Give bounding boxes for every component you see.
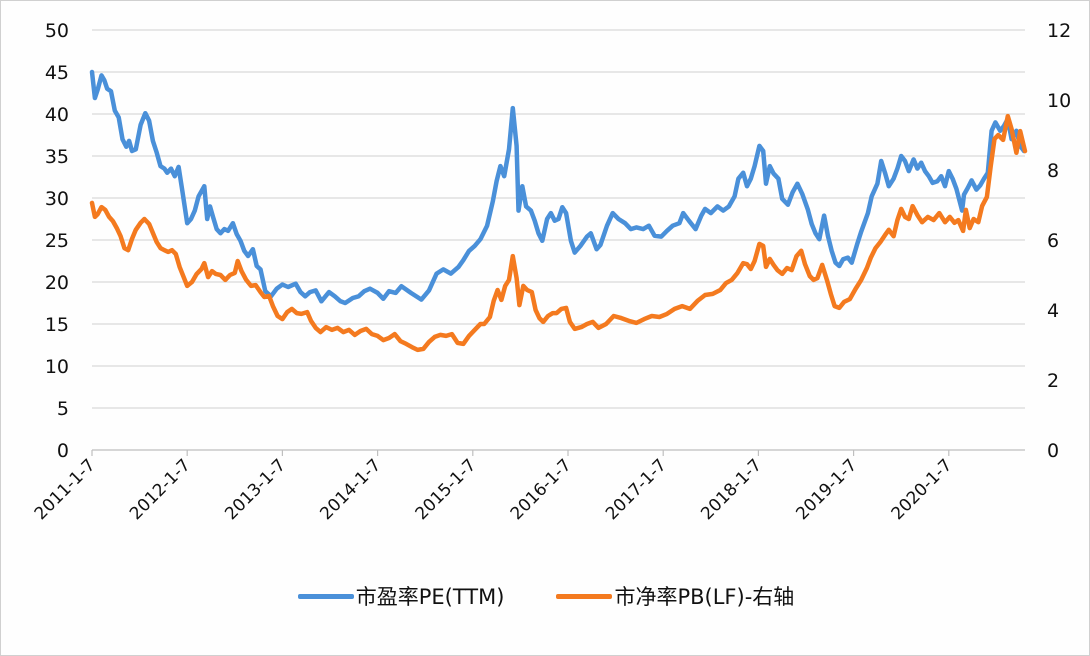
left-tick-label: 0 <box>57 440 69 462</box>
x-axis: 2011-1-7 2012-1-7 2013-1-7 2014-1-7 2015-1-7… <box>31 449 1025 524</box>
x-tick-label: 2016-1-7 <box>507 455 576 524</box>
right-tick-label: 8 <box>1047 160 1059 182</box>
legend-label-pb: 市净率PB(LF)-右轴 <box>614 585 795 609</box>
x-tick-label: 2017-1-7 <box>602 455 671 524</box>
left-tick-label: 45 <box>45 62 69 84</box>
pe-line <box>89 69 1027 306</box>
legend-label-pe: 市盈率PE(TTM) <box>355 585 505 609</box>
x-tick-label: 2011-1-7 <box>31 455 100 524</box>
series-lines <box>89 69 1028 353</box>
right-tick-label: 0 <box>1047 440 1059 462</box>
left-tick-label: 40 <box>45 104 69 126</box>
x-tick-label: 2014-1-7 <box>316 455 385 524</box>
left-tick-label: 50 <box>45 20 69 42</box>
legend-item-pe[interactable]: 市盈率PE(TTM) <box>297 581 505 611</box>
legend-swatch-pe <box>297 593 354 599</box>
x-tick-label: 2018-1-7 <box>697 455 766 524</box>
legend-swatch-pb <box>556 593 613 599</box>
right-tick-label: 4 <box>1047 300 1059 322</box>
left-tick-label: 20 <box>45 272 69 294</box>
left-y-axis: 0 5 10 15 20 25 30 35 40 45 50 <box>45 20 69 462</box>
right-tick-label: 6 <box>1047 230 1059 252</box>
pb-line <box>89 113 1028 353</box>
left-tick-label: 30 <box>45 188 69 210</box>
right-y-axis: 0 2 4 6 8 10 12 <box>1047 20 1071 462</box>
x-tick-label: 2012-1-7 <box>126 455 195 524</box>
left-tick-label: 35 <box>45 146 69 168</box>
x-tick-label: 2013-1-7 <box>221 455 290 524</box>
legend-item-pb[interactable]: 市净率PB(LF)-右轴 <box>556 581 794 611</box>
left-tick-label: 25 <box>45 230 69 252</box>
left-tick-label: 10 <box>45 356 69 378</box>
x-tick-label: 2019-1-7 <box>792 455 861 524</box>
left-tick-label: 15 <box>45 314 69 336</box>
right-tick-label: 2 <box>1047 370 1059 392</box>
right-tick-label: 10 <box>1047 90 1071 112</box>
x-tick-label: 2020-1-7 <box>888 455 957 524</box>
left-tick-label: 5 <box>57 398 69 420</box>
legend: 市盈率PE(TTM) 市净率PB(LF)-右轴 <box>1 581 1090 611</box>
right-tick-label: 12 <box>1047 20 1071 42</box>
x-tick-label: 2015-1-7 <box>412 455 481 524</box>
